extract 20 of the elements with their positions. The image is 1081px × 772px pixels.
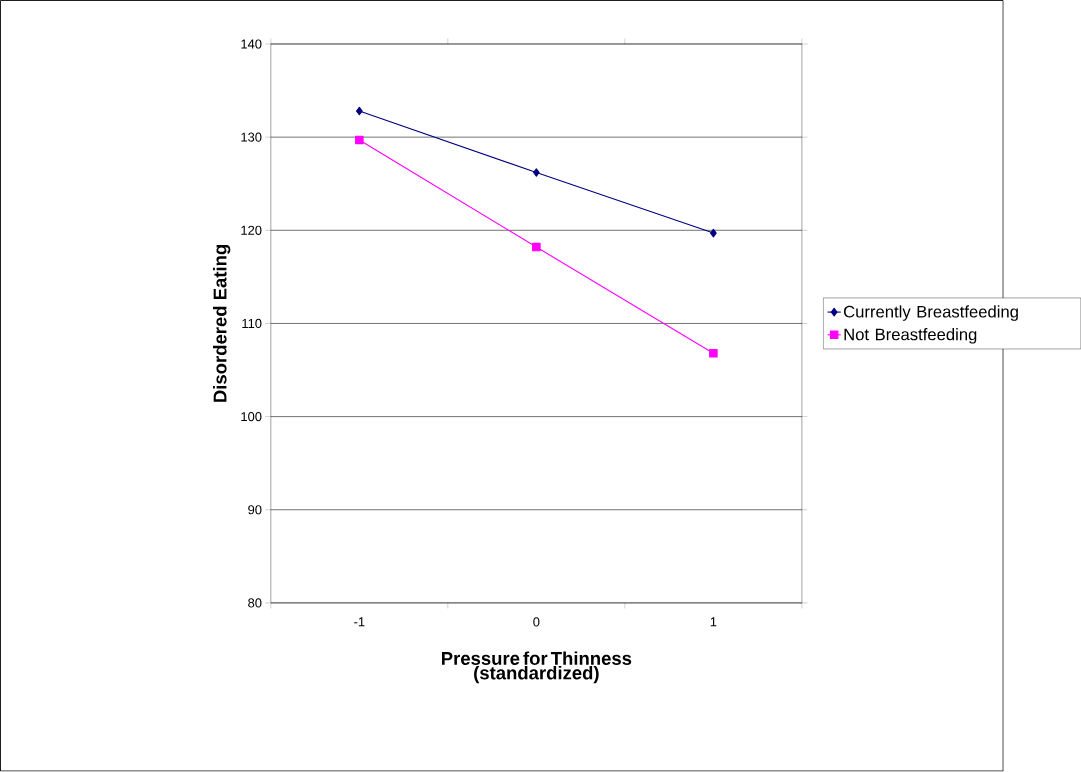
point <box>533 168 540 178</box>
point <box>710 229 717 238</box>
y-axis-title: Disordered Eating <box>213 245 231 403</box>
x-axis-title: Pressure for Thinness (standardized) <box>441 651 632 684</box>
y-tick-label: 120 <box>241 225 262 236</box>
x-tick-label: -1 <box>354 617 365 627</box>
point <box>356 107 363 116</box>
legend-label: Not Breastfeeding <box>844 328 977 344</box>
legend-label: Currently Breastfeeding <box>843 305 1018 322</box>
x-tick-label: 0 <box>533 617 540 627</box>
y-tick-label: 80 <box>248 598 262 608</box>
y-tick-label: 90 <box>248 505 262 515</box>
y-tick-label: 100 <box>241 412 262 422</box>
point <box>355 135 364 145</box>
point <box>709 349 718 358</box>
y-tick-label: 130 <box>241 132 262 142</box>
point <box>532 243 541 252</box>
y-tick-label: 140 <box>241 39 262 49</box>
y-tick-label: 110 <box>242 319 262 329</box>
x-tick-label: 1 <box>710 617 717 627</box>
